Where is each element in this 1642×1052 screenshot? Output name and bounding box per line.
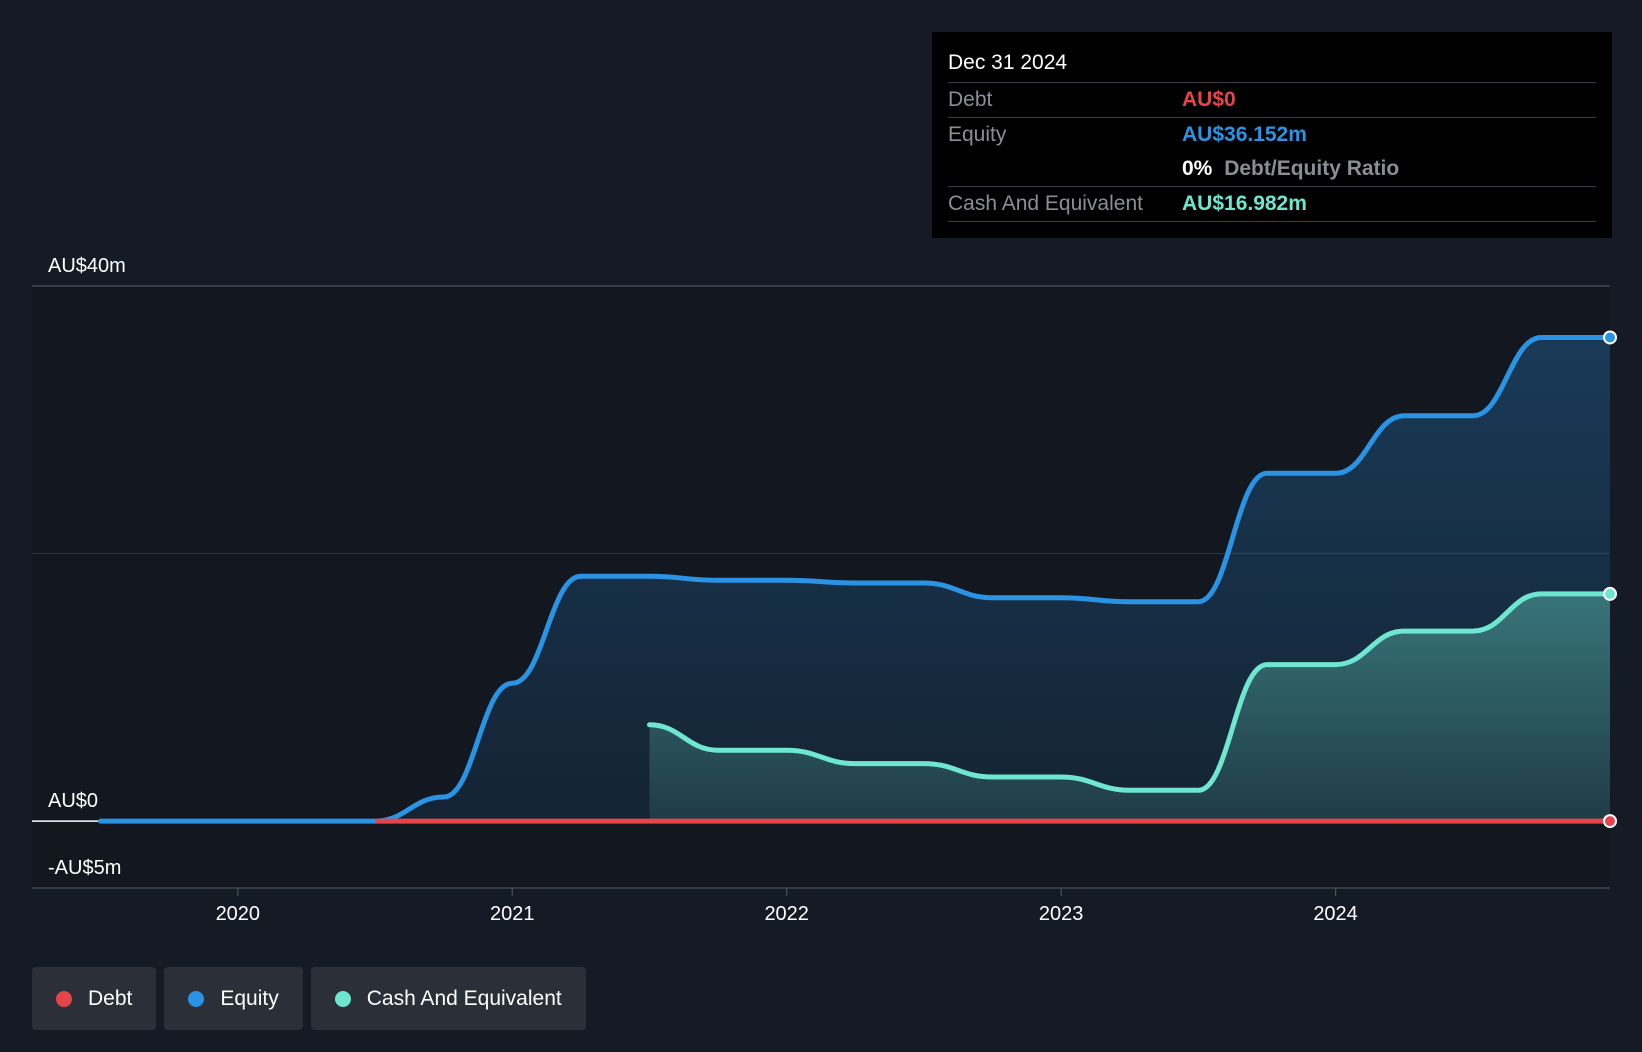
x-tick-label: 2023 [1039, 903, 1084, 925]
tooltip-equity-value: AU$36.152m [1182, 123, 1307, 146]
legend-item-equity[interactable]: Equity [164, 967, 303, 1030]
equity-area [100, 337, 1611, 822]
tooltip-cash-label: Cash And Equivalent [948, 192, 1143, 215]
legend-item-debt[interactable]: Debt [32, 967, 157, 1030]
tooltip-row-cash: Cash And Equivalent AU$16.982m [948, 187, 1596, 222]
equity-series-line [98, 334, 1613, 824]
x-tick-label: 2021 [490, 903, 535, 925]
legend-label-debt: Debt [88, 986, 133, 1010]
legend-label-cash: Cash And Equivalent [366, 986, 562, 1010]
tooltip-ratio-label: Debt/Equity Ratio [1224, 157, 1400, 180]
legend-dot-debt-icon [56, 990, 72, 1007]
cash-end-point [1603, 586, 1617, 601]
legend-dot-equity-icon [188, 990, 205, 1007]
legend-item-cash[interactable]: Cash And Equivalent [310, 967, 586, 1030]
y-axis-label: -AU$5m [48, 857, 121, 879]
y-axis-label: AU$40m [48, 255, 126, 277]
tooltip-debt-value: AU$0 [1182, 88, 1236, 111]
tooltip-debt-label: Debt [948, 88, 993, 111]
x-tick-label: 2022 [764, 903, 809, 925]
equity-end-point [1603, 330, 1617, 345]
tooltip-equity-label: Equity [948, 123, 1007, 146]
legend-dot-cash-icon [334, 990, 351, 1007]
tooltip-cash-value: AU$16.982m [1182, 192, 1307, 215]
data-tooltip: Dec 31 2024 Debt AU$0 Equity AU$36.152m … [932, 32, 1612, 238]
y-axis-label: AU$0 [48, 790, 98, 812]
tooltip-date: Dec 31 2024 [948, 46, 1596, 83]
tooltip-ratio-spacer [948, 152, 1182, 186]
tooltip-row-equity: Equity AU$36.152m [948, 118, 1596, 152]
tooltip-ratio-percent: 0% [1182, 157, 1213, 180]
tooltip-row-debt: Debt AU$0 [948, 83, 1596, 118]
cash-series-line [647, 591, 1613, 793]
legend-label-equity: Equity [220, 986, 279, 1010]
x-tick-label: 2024 [1313, 903, 1358, 925]
debt-end-point [1603, 814, 1617, 829]
x-tick-label: 2020 [216, 903, 261, 925]
chart-legend: Debt Equity Cash And Equivalent [32, 967, 586, 1030]
tooltip-row-ratio: 0% Debt/Equity Ratio [948, 152, 1596, 187]
